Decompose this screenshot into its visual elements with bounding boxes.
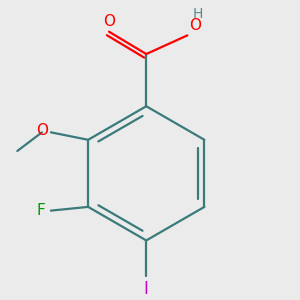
- Text: O: O: [36, 123, 48, 138]
- Text: O: O: [189, 18, 201, 33]
- Text: F: F: [36, 203, 45, 218]
- Text: I: I: [144, 280, 149, 298]
- Text: O: O: [103, 14, 115, 29]
- Text: H: H: [192, 7, 203, 21]
